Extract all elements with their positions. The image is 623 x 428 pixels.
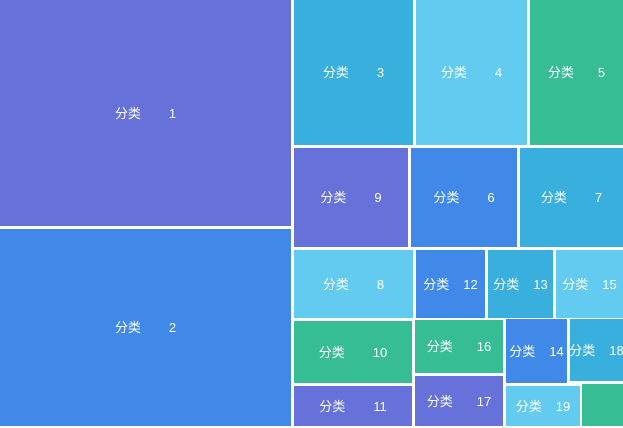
cell-value-label: 15 bbox=[602, 276, 617, 292]
treemap-cell-10[interactable]: 分类 10 bbox=[294, 321, 412, 383]
treemap-cell-16[interactable]: 分类 16 bbox=[415, 320, 503, 373]
cell-value-label: 7 bbox=[594, 190, 603, 205]
cell-category-label: 分类 bbox=[547, 65, 574, 80]
treemap-cell-13[interactable]: 分类 13 bbox=[488, 250, 553, 318]
cell-value-label: 3 bbox=[376, 65, 385, 80]
cell-value-label: 4 bbox=[494, 65, 503, 80]
cell-value-label: 5 bbox=[597, 65, 606, 80]
treemap-cell-7[interactable]: 分类 7 bbox=[520, 148, 623, 247]
cell-category-label: 分类 bbox=[570, 342, 596, 358]
treemap-cell-12[interactable]: 分类 12 bbox=[416, 250, 485, 318]
treemap-cell-8[interactable]: 分类 8 bbox=[294, 250, 413, 318]
cell-value-label: 18 bbox=[609, 342, 623, 358]
cell-category-label: 分类 bbox=[322, 65, 349, 80]
cell-category-label: 分类 bbox=[540, 190, 567, 205]
cell-value-label: 11 bbox=[373, 398, 387, 414]
cell-value-label: 10 bbox=[372, 344, 388, 360]
treemap-cell-19[interactable]: 分类 19 bbox=[506, 386, 580, 426]
cell-value-label: 17 bbox=[476, 393, 492, 409]
cell-category-label: 分类 bbox=[509, 343, 536, 359]
cell-value-label: 14 bbox=[549, 343, 564, 359]
treemap-cell-3[interactable]: 分类 3 bbox=[294, 0, 413, 145]
treemap-cell-18[interactable]: 分类 18 bbox=[570, 319, 623, 381]
cell-category-label: 分类 bbox=[426, 339, 453, 354]
cell-category-label: 分类 bbox=[114, 320, 141, 335]
cell-category-label: 分类 bbox=[318, 344, 345, 360]
cell-category-label: 分类 bbox=[114, 105, 141, 121]
cell-category-label: 分类 bbox=[322, 276, 349, 292]
treemap-cell-9[interactable]: 分类 9 bbox=[294, 148, 408, 247]
cell-category-label: 分类 bbox=[440, 65, 467, 80]
cell-category-label: 分类 bbox=[515, 398, 542, 414]
cell-value-label: 9 bbox=[374, 190, 382, 205]
cell-category-label: 分类 bbox=[562, 276, 589, 292]
cell-category-label: 分类 bbox=[493, 276, 520, 292]
treemap-cell-14[interactable]: 分类 14 bbox=[506, 319, 567, 383]
cell-category-label: 分类 bbox=[426, 393, 453, 409]
cell-value-label: 2 bbox=[168, 320, 177, 335]
cell-value-label: 12 bbox=[463, 276, 478, 292]
treemap-cell-6[interactable]: 分类 6 bbox=[411, 148, 517, 247]
treemap-cell-4[interactable]: 分类 4 bbox=[416, 0, 527, 145]
cell-category-label: 分类 bbox=[320, 190, 347, 205]
cell-value-label: 13 bbox=[533, 276, 548, 292]
cell-value-label: 19 bbox=[555, 398, 571, 414]
cell-category-label: 分类 bbox=[423, 276, 450, 292]
treemap-cell-5[interactable]: 分类 5 bbox=[530, 0, 623, 145]
treemap-cell-2[interactable]: 分类 2 bbox=[0, 229, 291, 426]
cell-category-label: 分类 bbox=[433, 190, 460, 205]
treemap-cell-1[interactable]: 分类 1 bbox=[0, 0, 291, 226]
cell-value-label: 8 bbox=[376, 276, 385, 292]
cell-value-label: 16 bbox=[476, 339, 492, 354]
cell-value-label: 6 bbox=[487, 190, 495, 205]
cell-value-label: 1 bbox=[168, 105, 177, 121]
cell-category-label: 分类 bbox=[319, 398, 346, 414]
treemap-cell-11[interactable]: 分类 11 bbox=[294, 386, 412, 426]
treemap-cell[interactable] bbox=[582, 384, 623, 426]
treemap-cell-15[interactable]: 分类 15 bbox=[556, 250, 623, 318]
treemap-cell-17[interactable]: 分类 17 bbox=[415, 376, 503, 426]
